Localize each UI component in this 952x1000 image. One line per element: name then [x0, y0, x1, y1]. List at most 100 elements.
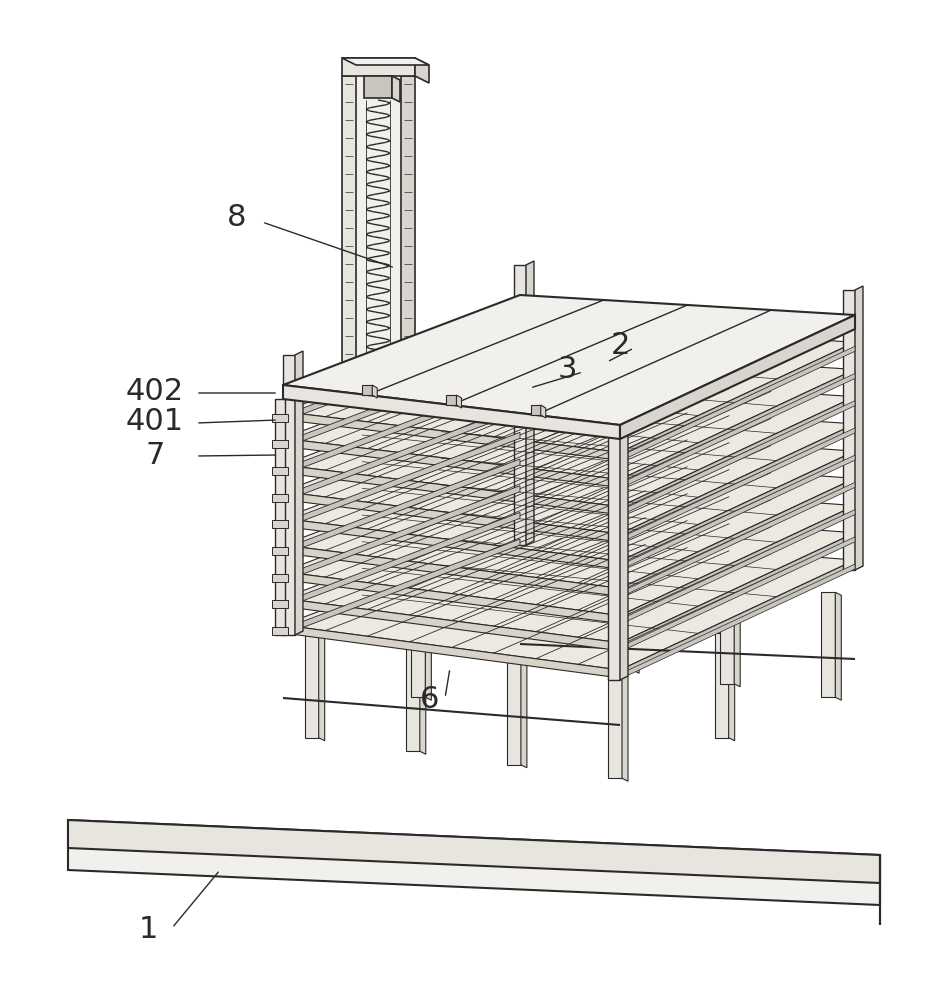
Polygon shape: [526, 261, 533, 545]
Bar: [271, 547, 288, 555]
Polygon shape: [283, 355, 295, 635]
Polygon shape: [283, 375, 854, 507]
Bar: [271, 467, 288, 475]
Polygon shape: [714, 633, 728, 738]
Polygon shape: [283, 379, 520, 475]
Polygon shape: [342, 58, 414, 76]
Text: 1: 1: [138, 916, 157, 944]
Polygon shape: [420, 646, 426, 754]
Polygon shape: [283, 572, 620, 624]
Polygon shape: [283, 438, 620, 487]
Text: 401: 401: [126, 408, 184, 436]
Polygon shape: [620, 564, 854, 679]
Polygon shape: [720, 579, 733, 684]
Polygon shape: [283, 432, 520, 528]
Text: 7: 7: [145, 440, 165, 470]
Polygon shape: [283, 326, 520, 422]
Polygon shape: [521, 660, 526, 768]
Polygon shape: [834, 592, 841, 700]
Bar: [271, 520, 288, 528]
Polygon shape: [283, 428, 854, 561]
Polygon shape: [364, 76, 391, 98]
Bar: [271, 627, 288, 635]
Polygon shape: [620, 342, 854, 460]
Bar: [271, 440, 288, 448]
Polygon shape: [283, 482, 854, 616]
Polygon shape: [620, 510, 854, 625]
Polygon shape: [68, 820, 879, 905]
Polygon shape: [283, 535, 854, 670]
Polygon shape: [283, 455, 854, 588]
Polygon shape: [733, 579, 740, 687]
Polygon shape: [283, 486, 520, 582]
Polygon shape: [620, 506, 854, 624]
Polygon shape: [620, 428, 854, 543]
Polygon shape: [283, 385, 620, 439]
Polygon shape: [283, 406, 520, 502]
Polygon shape: [620, 451, 854, 569]
Polygon shape: [620, 397, 854, 515]
Polygon shape: [283, 508, 854, 643]
Bar: [271, 600, 288, 608]
Polygon shape: [620, 396, 627, 680]
Polygon shape: [506, 660, 521, 765]
Polygon shape: [283, 465, 620, 515]
Polygon shape: [283, 322, 854, 452]
Polygon shape: [607, 673, 622, 778]
Polygon shape: [620, 455, 854, 570]
Polygon shape: [620, 369, 854, 487]
Bar: [271, 414, 288, 422]
Polygon shape: [283, 402, 854, 534]
Bar: [530, 405, 540, 415]
Text: 6: 6: [420, 686, 439, 714]
Polygon shape: [456, 395, 461, 408]
Polygon shape: [620, 315, 854, 439]
Polygon shape: [283, 459, 520, 555]
Polygon shape: [620, 424, 854, 542]
Polygon shape: [283, 295, 854, 425]
Polygon shape: [854, 286, 863, 570]
Polygon shape: [283, 352, 520, 448]
Polygon shape: [283, 545, 620, 596]
Polygon shape: [728, 633, 734, 741]
Polygon shape: [411, 592, 425, 697]
Polygon shape: [620, 482, 854, 597]
Polygon shape: [283, 539, 520, 635]
Polygon shape: [283, 412, 620, 460]
Polygon shape: [620, 346, 854, 461]
Polygon shape: [607, 400, 620, 680]
Polygon shape: [283, 348, 854, 479]
Polygon shape: [540, 405, 545, 418]
Text: 402: 402: [126, 377, 184, 406]
Polygon shape: [619, 565, 632, 670]
Polygon shape: [283, 492, 620, 542]
Polygon shape: [283, 598, 620, 651]
Polygon shape: [414, 58, 428, 83]
Text: 8: 8: [227, 204, 247, 232]
Bar: [446, 395, 456, 405]
Polygon shape: [620, 560, 854, 678]
Polygon shape: [821, 592, 834, 697]
Polygon shape: [68, 820, 879, 883]
Polygon shape: [620, 533, 854, 651]
Polygon shape: [372, 385, 377, 398]
Polygon shape: [283, 512, 520, 608]
Polygon shape: [283, 625, 620, 678]
Polygon shape: [620, 537, 854, 652]
Polygon shape: [622, 673, 627, 781]
Polygon shape: [347, 66, 407, 380]
Polygon shape: [342, 76, 356, 380]
Polygon shape: [406, 646, 420, 751]
Polygon shape: [620, 478, 854, 596]
Polygon shape: [632, 565, 639, 673]
Polygon shape: [425, 592, 431, 700]
Bar: [271, 574, 288, 582]
Polygon shape: [283, 518, 620, 569]
Polygon shape: [401, 76, 414, 380]
Polygon shape: [620, 373, 854, 488]
Polygon shape: [305, 633, 318, 738]
Polygon shape: [843, 290, 854, 570]
Polygon shape: [295, 351, 303, 635]
Polygon shape: [531, 552, 538, 660]
Polygon shape: [391, 76, 400, 102]
